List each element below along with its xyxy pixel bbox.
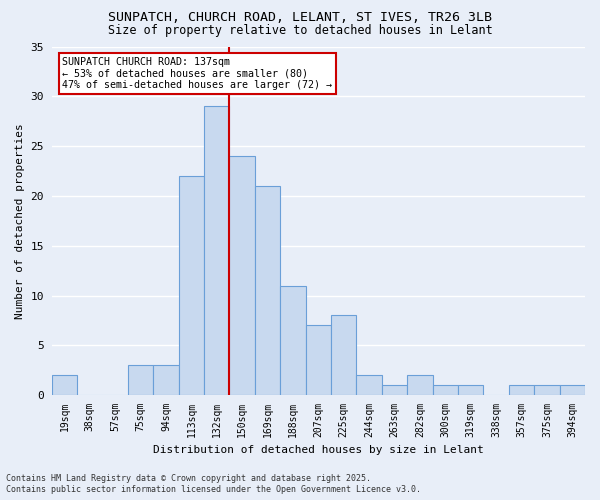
Bar — [153, 366, 179, 395]
Bar — [331, 316, 356, 395]
Bar — [560, 385, 585, 395]
Text: SUNPATCH CHURCH ROAD: 137sqm
← 53% of detached houses are smaller (80)
47% of se: SUNPATCH CHURCH ROAD: 137sqm ← 53% of de… — [62, 57, 332, 90]
Bar — [179, 176, 204, 395]
Bar — [52, 375, 77, 395]
Text: Size of property relative to detached houses in Lelant: Size of property relative to detached ho… — [107, 24, 493, 37]
Text: Contains HM Land Registry data © Crown copyright and database right 2025.
Contai: Contains HM Land Registry data © Crown c… — [6, 474, 421, 494]
Bar — [356, 375, 382, 395]
Bar — [534, 385, 560, 395]
Bar — [204, 106, 229, 395]
X-axis label: Distribution of detached houses by size in Lelant: Distribution of detached houses by size … — [153, 445, 484, 455]
Bar — [458, 385, 484, 395]
Bar — [407, 375, 433, 395]
Bar — [382, 385, 407, 395]
Text: SUNPATCH, CHURCH ROAD, LELANT, ST IVES, TR26 3LB: SUNPATCH, CHURCH ROAD, LELANT, ST IVES, … — [108, 11, 492, 24]
Bar — [255, 186, 280, 395]
Bar — [128, 366, 153, 395]
Bar — [280, 286, 305, 395]
Y-axis label: Number of detached properties: Number of detached properties — [15, 123, 25, 318]
Bar — [509, 385, 534, 395]
Bar — [229, 156, 255, 395]
Bar — [305, 326, 331, 395]
Bar — [433, 385, 458, 395]
